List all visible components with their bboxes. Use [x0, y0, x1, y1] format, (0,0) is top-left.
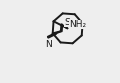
- Text: NH₂: NH₂: [69, 20, 86, 29]
- Text: N: N: [45, 40, 51, 49]
- Text: S: S: [65, 18, 70, 27]
